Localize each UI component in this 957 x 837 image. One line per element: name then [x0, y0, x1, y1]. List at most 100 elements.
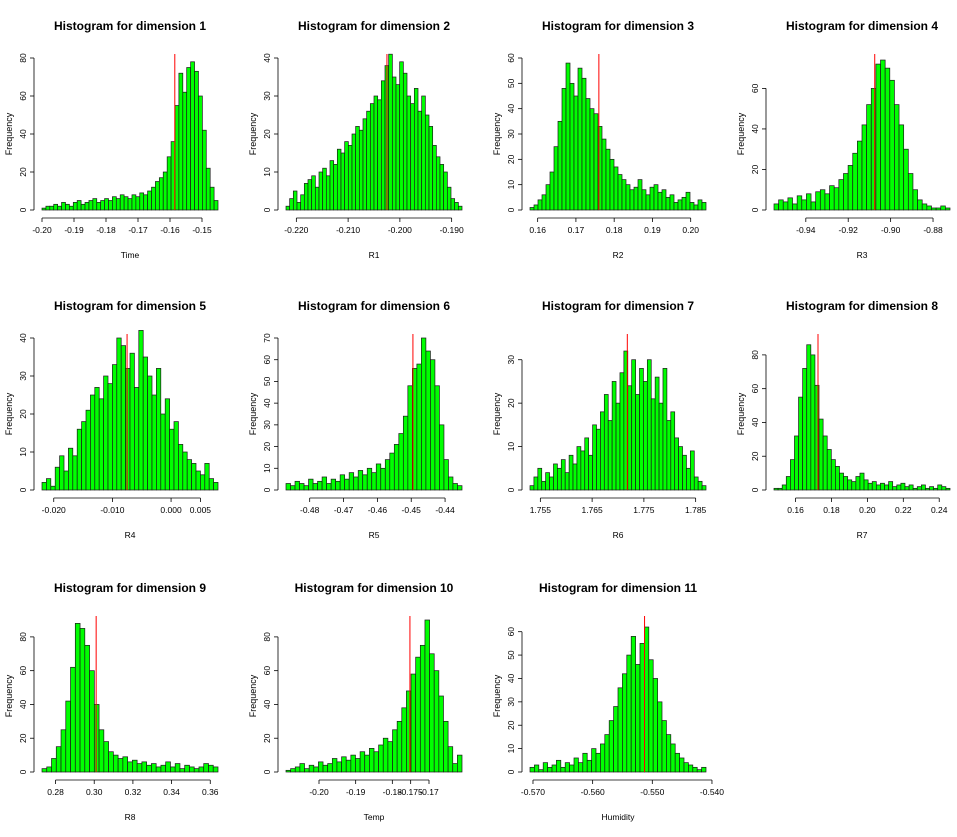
histogram-bar — [139, 192, 145, 211]
histogram-panel-10: Histogram for dimension 10 -0.20 -0.19 -0.1… — [248, 581, 463, 822]
histogram-bar — [209, 186, 215, 211]
histogram-bar — [935, 207, 942, 211]
x-tick-label: 1.765 — [581, 505, 603, 515]
histogram-bar — [425, 350, 431, 491]
histogram-bar — [790, 459, 795, 491]
histogram-bar — [200, 474, 206, 491]
histogram-bar — [921, 203, 928, 211]
histogram-bar — [84, 202, 90, 211]
histogram-bar — [377, 99, 382, 211]
histogram-bar — [933, 487, 939, 491]
histogram-bar — [596, 428, 601, 491]
histogram-bar — [303, 485, 309, 491]
histogram-bar — [331, 758, 338, 773]
histogram-bar — [373, 95, 379, 211]
histogram-bar — [677, 199, 683, 211]
histogram-bar — [131, 194, 137, 211]
histogram-bar — [608, 720, 614, 773]
histogram-bar — [867, 482, 873, 491]
histogram-bar — [688, 764, 694, 773]
histogram-bar — [643, 381, 648, 491]
histogram-bar — [622, 673, 628, 773]
x-axis-label: Humidity — [601, 812, 635, 822]
histogram-bar — [151, 394, 157, 491]
histogram-bar — [72, 202, 78, 211]
x-tick-label: -0.20 — [32, 225, 52, 235]
histogram-bar — [446, 186, 452, 211]
histogram-bar — [314, 186, 320, 211]
y-tick-label: 20 — [506, 720, 516, 730]
histogram-bar — [72, 455, 78, 491]
histogram-bar — [190, 61, 195, 211]
histogram-bar — [625, 184, 631, 211]
x-tick-label: -0.175 — [399, 787, 423, 797]
histogram-bar — [443, 720, 449, 773]
histogram-bar — [569, 764, 575, 773]
histogram-bar — [653, 184, 659, 211]
histogram-bar — [362, 474, 368, 491]
histogram-bar — [538, 769, 544, 773]
histogram-panel-8: Histogram for dimension 8 0.16 0.18 0.20 0.2… — [736, 299, 951, 540]
y-tick-label: 20 — [262, 442, 272, 452]
histogram-bar — [639, 643, 645, 773]
histogram-bar — [855, 476, 861, 491]
x-tick-label: 0.18 — [606, 225, 623, 235]
x-axis-label: R4 — [125, 530, 136, 540]
histogram-bar — [165, 761, 171, 773]
chart-title: Histogram for dimension 8 — [786, 299, 938, 313]
histogram-bar — [195, 470, 201, 491]
histogram-bar — [568, 454, 574, 491]
histogram-bar — [186, 67, 191, 211]
histogram-bar — [810, 354, 816, 491]
histogram-bar — [560, 766, 566, 773]
histogram-bar — [604, 734, 610, 773]
histogram-bar — [46, 766, 52, 773]
histogram-bar — [94, 387, 100, 491]
y-tick-label: 40 — [506, 104, 516, 114]
histogram-bar — [457, 754, 463, 773]
histogram-bar — [90, 394, 96, 491]
histogram-bar — [348, 472, 355, 491]
y-tick-label: 80 — [18, 632, 28, 642]
histogram-bar — [697, 199, 703, 211]
histogram-bar — [888, 481, 894, 491]
histogram-bar — [375, 463, 382, 491]
y-tick-label: 20 — [506, 154, 516, 164]
histogram-bar — [85, 409, 91, 491]
histogram-bar — [364, 754, 370, 773]
histogram-bar — [162, 171, 168, 211]
histogram-bar — [852, 152, 858, 211]
histogram-bar — [158, 177, 164, 211]
x-tick-label: -0.20 — [309, 787, 329, 797]
x-tick-label: -0.17 — [419, 787, 439, 797]
x-tick-label: -0.570 — [521, 787, 545, 797]
histogram-bar — [57, 205, 62, 211]
histogram-bar — [292, 190, 298, 211]
histogram-bar — [76, 200, 82, 211]
histogram-bar — [155, 766, 162, 773]
x-tick-label: -0.94 — [796, 225, 816, 235]
histogram-bar — [565, 62, 571, 211]
histogram-bar — [65, 700, 71, 773]
histogram-bar — [782, 201, 789, 211]
histogram-bar — [600, 743, 606, 773]
histogram-bar — [289, 198, 294, 211]
x-tick-label: -0.540 — [700, 787, 724, 797]
y-axis-label: Frequency — [492, 392, 502, 435]
histogram-bar — [290, 768, 296, 773]
histogram-bar — [537, 199, 543, 211]
histogram-bar — [339, 474, 346, 491]
histogram-bar — [863, 479, 869, 491]
y-tick-label: 0 — [750, 207, 760, 212]
histogram-bar — [311, 175, 316, 211]
histogram-bar — [213, 200, 219, 211]
histogram-bar — [908, 484, 914, 491]
histogram-bar — [155, 181, 160, 211]
histogram-bar — [443, 171, 448, 211]
y-axis-label: Frequency — [4, 112, 14, 155]
histogram-bar — [785, 476, 791, 491]
x-tick-label: 0.24 — [931, 505, 948, 515]
histogram-bar — [815, 191, 821, 211]
y-tick-label: 60 — [750, 384, 760, 394]
histogram-bar — [96, 202, 102, 211]
